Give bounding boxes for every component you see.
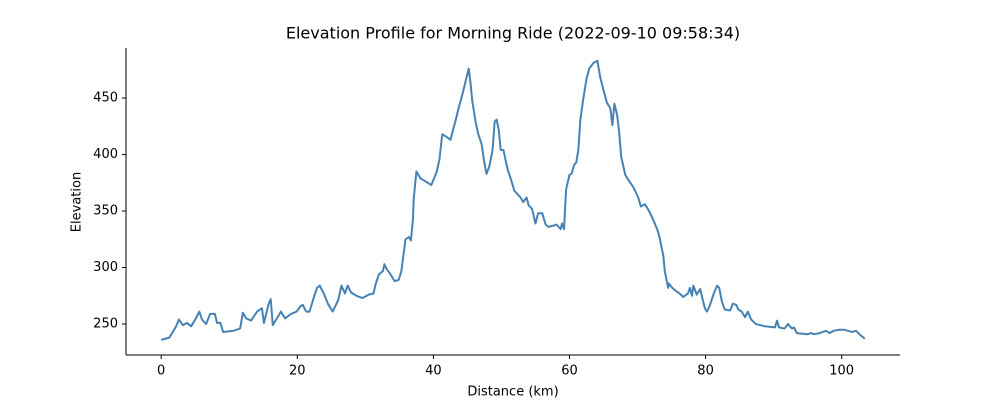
x-axis-label: Distance (km) bbox=[467, 385, 558, 400]
x-tick-label: 60 bbox=[561, 364, 578, 379]
x-tick-label: 80 bbox=[697, 364, 714, 379]
y-axis-label: Elevation bbox=[70, 172, 85, 232]
x-tick-label: 20 bbox=[289, 364, 306, 379]
y-tick-label: 250 bbox=[93, 317, 118, 332]
y-tick-label: 300 bbox=[93, 260, 118, 275]
x-tick-label: 40 bbox=[425, 364, 442, 379]
y-tick-label: 350 bbox=[93, 204, 118, 219]
chart-title: Elevation Profile for Morning Ride (2022… bbox=[286, 24, 740, 43]
y-tick-label: 400 bbox=[93, 147, 118, 162]
x-tick-label: 100 bbox=[829, 364, 854, 379]
y-tick-label: 450 bbox=[93, 91, 118, 106]
x-tick-label: 0 bbox=[157, 364, 165, 379]
elevation-line bbox=[160, 59, 866, 341]
